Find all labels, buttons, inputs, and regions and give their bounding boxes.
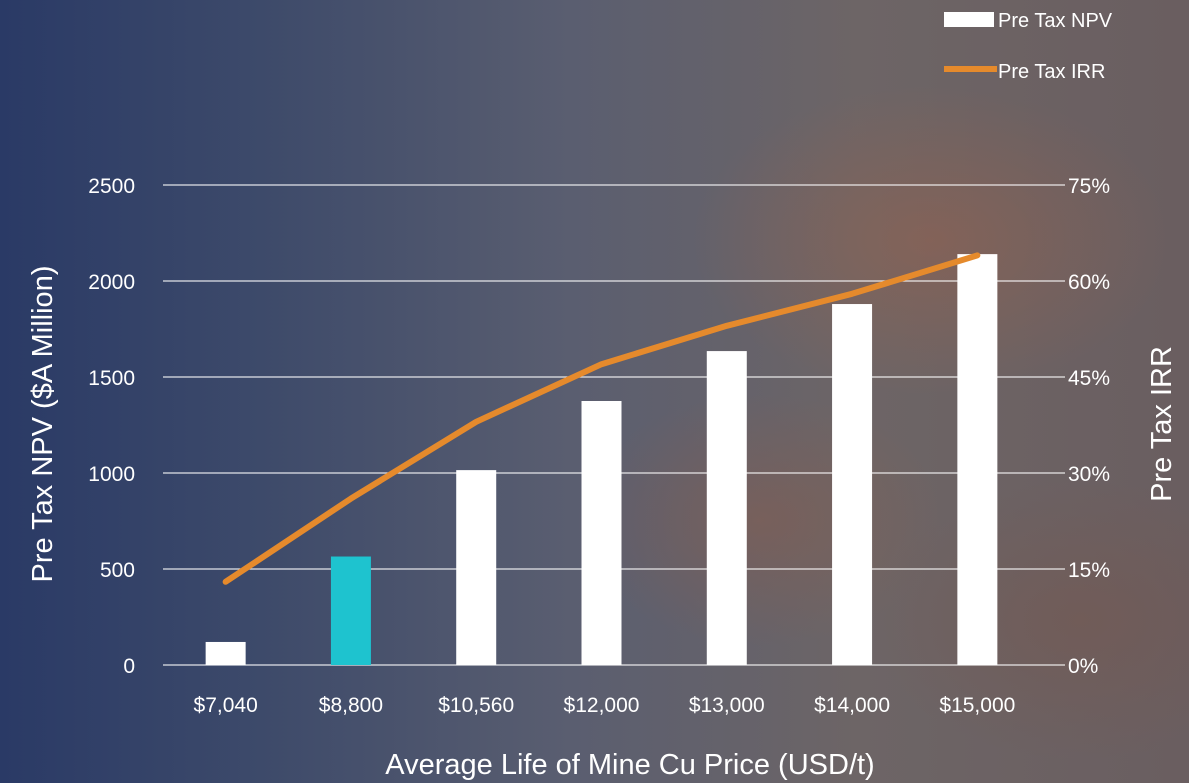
irr-point: [600, 363, 603, 366]
y-tick-label: 2000: [88, 271, 135, 294]
y2-tick-label: 15%: [1068, 559, 1110, 582]
y2-tick-label: 0%: [1068, 655, 1098, 678]
x-tick-label: $7,040: [194, 694, 258, 717]
x-tick-label: $15,000: [939, 694, 1015, 717]
right-axis-ticks: 0% 15% 30% 45% 60% 75%: [1068, 175, 1110, 678]
irr-point: [475, 420, 478, 423]
irr-point: [224, 580, 227, 583]
npv-bars: [205, 254, 998, 665]
y-axis-title: Pre Tax NPV ($A Million): [27, 266, 59, 583]
legend-swatch-npv: [944, 12, 994, 27]
npv-bar: [957, 254, 998, 665]
y2-tick-label: 30%: [1068, 463, 1110, 486]
x-tick-label: $10,560: [438, 694, 514, 717]
npv-bar: [832, 304, 873, 665]
y-tick-label: 2500: [88, 175, 135, 198]
y-tick-label: 0: [123, 655, 135, 678]
left-axis-ticks: 0 500 1000 1500 2000 2500: [88, 175, 135, 678]
x-axis-ticks: $7,040 $8,800 $10,560 $12,000 $13,000 $14,000…: [194, 694, 1016, 717]
npv-bar: [205, 641, 246, 665]
y2-tick-label: 75%: [1068, 175, 1110, 198]
x-tick-label: $8,800: [319, 694, 383, 717]
npv-bar: [456, 470, 497, 665]
y-tick-label: 500: [100, 559, 135, 582]
y2-tick-label: 60%: [1068, 271, 1110, 294]
y-tick-label: 1500: [88, 367, 135, 390]
y2-tick-label: 45%: [1068, 367, 1110, 390]
npv-bar: [330, 556, 371, 665]
legend-label-npv: Pre Tax NPV: [998, 10, 1113, 32]
legend-label-irr: Pre Tax IRR: [998, 61, 1105, 83]
npv-bar: [706, 351, 747, 665]
irr-point: [725, 324, 728, 327]
x-tick-label: $13,000: [689, 694, 765, 717]
x-tick-label: $14,000: [814, 694, 890, 717]
irr-point: [976, 254, 979, 257]
legend: Pre Tax NPV Pre Tax IRR: [944, 10, 1113, 83]
npv-bar: [581, 401, 622, 665]
x-tick-label: $12,000: [564, 694, 640, 717]
y-tick-label: 1000: [88, 463, 135, 486]
irr-point: [851, 292, 854, 295]
irr-point: [349, 497, 352, 500]
y2-axis-title: Pre Tax IRR: [1146, 346, 1178, 502]
x-axis-title: Average Life of Mine Cu Price (USD/t): [385, 749, 874, 781]
irr-line-layer: [222, 252, 981, 585]
